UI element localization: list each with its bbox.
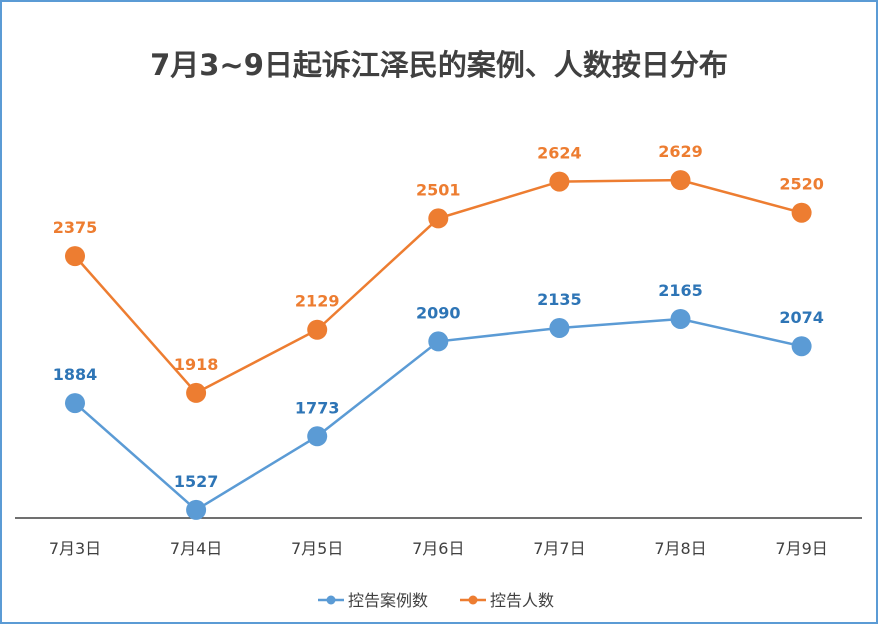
data-label: 2135 <box>537 290 582 309</box>
x-tick-label: 7月5日 <box>291 539 343 558</box>
data-label: 1527 <box>174 472 219 491</box>
data-label: 1918 <box>174 355 219 374</box>
data-point <box>65 246 85 267</box>
legend-marker-icon <box>326 595 336 605</box>
x-tick-label: 7月3日 <box>49 539 101 558</box>
data-point <box>670 170 691 191</box>
data-label: 2629 <box>658 142 703 161</box>
legend-marker-icon <box>468 595 478 605</box>
x-tick-label: 7月7日 <box>533 539 585 558</box>
data-point <box>549 317 570 338</box>
chart-title: 7月3~9日起诉江泽民的案例、人数按日分布 <box>150 48 728 82</box>
data-label: 2129 <box>295 292 340 311</box>
data-label: 2520 <box>779 175 824 194</box>
x-tick-label: 7月9日 <box>775 539 827 558</box>
data-point <box>186 499 207 520</box>
data-point <box>549 171 570 192</box>
x-tick-label: 7月4日 <box>170 539 222 558</box>
data-point <box>307 426 328 447</box>
data-point <box>791 202 812 223</box>
data-label: 2375 <box>53 218 98 237</box>
data-label: 2624 <box>537 144 582 163</box>
data-label: 1773 <box>295 398 340 417</box>
data-point <box>428 331 449 352</box>
data-label: 2090 <box>416 303 461 322</box>
legend-label: 控告人数 <box>490 591 554 610</box>
data-point <box>307 319 328 340</box>
data-label: 2074 <box>779 308 824 327</box>
data-label: 2501 <box>416 180 461 199</box>
legend-label: 控告案例数 <box>348 591 428 610</box>
data-point <box>791 336 812 357</box>
data-point <box>428 208 449 229</box>
x-tick-label: 7月6日 <box>412 539 464 558</box>
data-point <box>670 308 691 329</box>
data-label: 1884 <box>53 365 98 384</box>
data-point <box>65 393 85 414</box>
data-point <box>186 382 207 403</box>
data-label: 2165 <box>658 281 703 300</box>
x-tick-label: 7月8日 <box>654 539 706 558</box>
